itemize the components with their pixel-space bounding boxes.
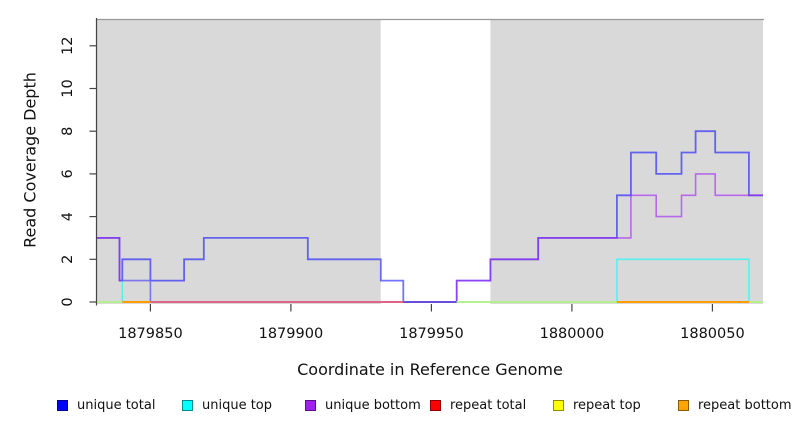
legend: unique total unique top unique bottom re… — [0, 394, 792, 424]
panel-background — [490, 19, 763, 304]
legend-swatch-repeat-total — [430, 400, 441, 411]
legend-item-repeat-total: repeat total — [430, 398, 526, 413]
x-tick-label: 1880000 — [540, 326, 605, 342]
y-tick-label: 12 — [60, 37, 76, 55]
coverage-gap-band — [380, 19, 491, 304]
panel-background — [97, 19, 381, 304]
legend-label: repeat top — [573, 398, 641, 413]
legend-item-unique-total: unique total — [57, 398, 155, 413]
plot-svg: 0 2 4 6 8 10 12 1879850 1879900 1879950 1880000 188… — [60, 18, 764, 342]
legend-swatch-repeat-bottom — [678, 400, 689, 411]
legend-label: repeat bottom — [698, 398, 792, 413]
y-axis-title: Read Coverage Depth — [20, 72, 40, 248]
legend-label: unique top — [202, 398, 273, 413]
legend-swatch-unique-top — [182, 400, 193, 411]
legend-item-unique-bottom: unique bottom — [305, 398, 421, 413]
legend-item-repeat-bottom: repeat bottom — [678, 398, 792, 413]
x-tick-label: 1880050 — [680, 326, 745, 342]
x-axis-title: Coordinate in Reference Genome — [297, 360, 563, 379]
legend-label: repeat total — [450, 398, 527, 413]
legend-item-unique-top: unique top — [182, 398, 272, 413]
legend-swatch-unique-total — [57, 400, 68, 411]
y-tick-label: 0 — [60, 297, 76, 306]
y-tick-label: 8 — [60, 127, 76, 136]
x-tick-label: 1879950 — [399, 326, 464, 342]
legend-item-repeat-top: repeat top — [553, 398, 641, 413]
x-tick-label: 1879900 — [259, 326, 324, 342]
y-tick-label: 4 — [60, 212, 76, 221]
legend-swatch-unique-bottom — [305, 400, 316, 411]
legend-swatch-repeat-top — [553, 400, 564, 411]
y-tick-label: 10 — [60, 79, 76, 97]
series-unique-bottom-line — [97, 173, 763, 303]
y-tick-label: 2 — [60, 255, 76, 264]
legend-label: unique bottom — [325, 398, 421, 413]
y-tick-label: 6 — [60, 169, 76, 178]
legend-label: unique total — [77, 398, 156, 413]
x-tick-label: 1879850 — [118, 326, 183, 342]
